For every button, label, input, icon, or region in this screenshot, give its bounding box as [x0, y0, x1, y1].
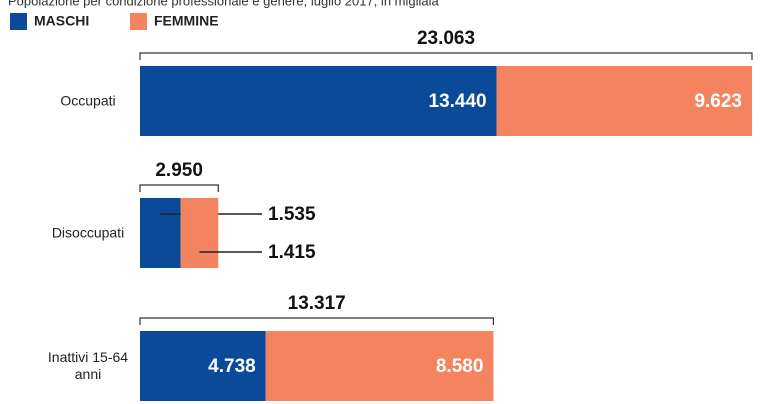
- value-label: 9.623: [694, 91, 742, 112]
- legend-swatch: [10, 13, 27, 30]
- total-bracket: [139, 184, 219, 192]
- value-label: 4.738: [208, 356, 256, 377]
- bar-segment: [265, 331, 494, 401]
- bar-segment: [496, 66, 752, 136]
- legend-label: FEMMINE: [154, 13, 219, 29]
- category-label: Occupati: [60, 92, 116, 109]
- value-label: 1.415: [268, 242, 316, 263]
- total-label: 23.063: [417, 28, 475, 49]
- value-label: 8.580: [436, 356, 484, 377]
- bar-segment: [140, 66, 497, 136]
- total-label: 13.317: [288, 293, 346, 314]
- legend-swatch: [130, 13, 147, 30]
- total-bracket: [139, 52, 753, 60]
- bar-segment: [180, 198, 219, 268]
- total-bracket: [139, 317, 494, 325]
- value-label: 13.440: [429, 91, 487, 112]
- total-label: 2.950: [155, 160, 203, 181]
- chart-title: Popolazione per condizione professionale…: [8, 0, 440, 8]
- bar-segment: [140, 198, 181, 268]
- category-label: Inattivi 15-64 anni: [47, 349, 129, 382]
- legend-label: MASCHI: [34, 13, 89, 29]
- bar-segment: [140, 331, 266, 401]
- category-label: Disoccupati: [51, 224, 125, 241]
- value-label: 1.535: [268, 204, 316, 225]
